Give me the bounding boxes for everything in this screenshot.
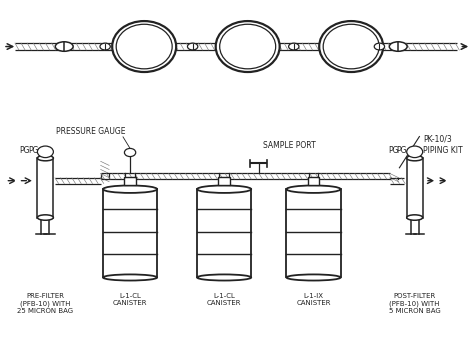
Circle shape: [37, 146, 54, 158]
Bar: [218, 177, 230, 186]
Ellipse shape: [374, 43, 384, 50]
Ellipse shape: [37, 155, 54, 161]
Bar: [407, 158, 423, 218]
Bar: [37, 158, 54, 218]
Text: PG: PG: [388, 146, 399, 154]
Bar: [103, 189, 157, 278]
Bar: [197, 189, 251, 278]
Ellipse shape: [103, 275, 157, 281]
Text: PG: PG: [28, 146, 38, 154]
Text: PRE-FILTER
(PFB-10) WITH
25 MICRON BAG: PRE-FILTER (PFB-10) WITH 25 MICRON BAG: [18, 293, 73, 314]
Circle shape: [124, 148, 136, 157]
Ellipse shape: [55, 42, 73, 51]
Ellipse shape: [197, 186, 251, 193]
Text: L-1-IX
CANISTER: L-1-IX CANISTER: [296, 293, 331, 306]
Text: SAMPLE PORT: SAMPLE PORT: [263, 141, 316, 150]
Text: PG: PG: [396, 146, 406, 154]
Bar: [308, 177, 319, 186]
Bar: [124, 177, 136, 186]
Ellipse shape: [286, 275, 341, 281]
Ellipse shape: [103, 186, 157, 193]
Ellipse shape: [289, 43, 299, 50]
Ellipse shape: [197, 275, 251, 281]
Ellipse shape: [319, 21, 383, 72]
Bar: [286, 189, 341, 278]
Text: L-1-CL
CANISTER: L-1-CL CANISTER: [207, 293, 241, 306]
Ellipse shape: [187, 43, 198, 50]
Ellipse shape: [100, 43, 110, 50]
Text: L-1-CL
CANISTER: L-1-CL CANISTER: [113, 293, 147, 306]
Text: PRESSURE GAUGE: PRESSURE GAUGE: [56, 127, 125, 136]
Ellipse shape: [286, 186, 341, 193]
Ellipse shape: [216, 21, 280, 72]
Circle shape: [407, 146, 423, 158]
Text: POST-FILTER
(PFB-10) WITH
5 MICRON BAG: POST-FILTER (PFB-10) WITH 5 MICRON BAG: [389, 293, 440, 314]
Ellipse shape: [389, 42, 407, 51]
Text: PK-10/3
PIPING KIT: PK-10/3 PIPING KIT: [423, 135, 463, 155]
Ellipse shape: [407, 155, 423, 161]
Ellipse shape: [407, 215, 423, 220]
Ellipse shape: [112, 21, 176, 72]
Ellipse shape: [37, 215, 54, 220]
Text: PG: PG: [19, 146, 29, 154]
